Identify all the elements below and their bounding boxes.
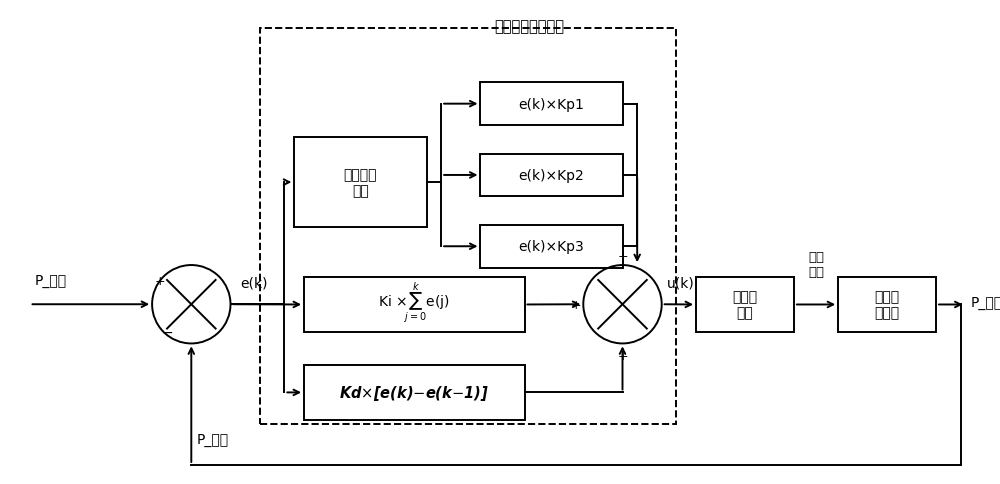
Text: +: + [570, 298, 581, 311]
Text: +: + [617, 349, 628, 362]
Bar [304, 278, 524, 332]
Text: P_实发: P_实发 [970, 296, 1000, 309]
Text: P_实发: P_实发 [196, 432, 228, 446]
Bar [480, 226, 622, 268]
Bar [294, 137, 426, 228]
Bar [304, 365, 524, 420]
Text: e(k)×Kp3: e(k)×Kp3 [519, 240, 584, 254]
Text: P_目标: P_目标 [34, 274, 67, 288]
Text: 调速器
系统: 调速器 系统 [732, 290, 758, 320]
Bar [696, 278, 794, 332]
Text: e(k)×Kp1: e(k)×Kp1 [519, 97, 584, 111]
Bar [838, 278, 936, 332]
Bar [260, 29, 676, 424]
Text: e(k)×Kp2: e(k)×Kp2 [519, 168, 584, 182]
Text: Ki $\times\!\sum_{j=0}^{k}$e(j): Ki $\times\!\sum_{j=0}^{k}$e(j) [378, 280, 450, 325]
Bar [480, 154, 622, 197]
Text: 水轮发
电机组: 水轮发 电机组 [875, 290, 900, 320]
Text: 导叶
开度: 导叶 开度 [808, 251, 824, 279]
Text: +: + [155, 274, 165, 287]
Text: u(k): u(k) [667, 276, 694, 290]
Text: Kd$\times$[e(k)$-$e(k$-$1)]: Kd$\times$[e(k)$-$e(k$-$1)] [339, 383, 489, 402]
Text: e(k): e(k) [240, 276, 268, 290]
Text: 运行工况
判断: 运行工况 判断 [344, 167, 377, 198]
Bar [480, 83, 622, 126]
Text: −: − [162, 325, 174, 339]
Text: +: + [617, 249, 628, 262]
Text: 动态参数调用环节: 动态参数调用环节 [494, 19, 564, 34]
